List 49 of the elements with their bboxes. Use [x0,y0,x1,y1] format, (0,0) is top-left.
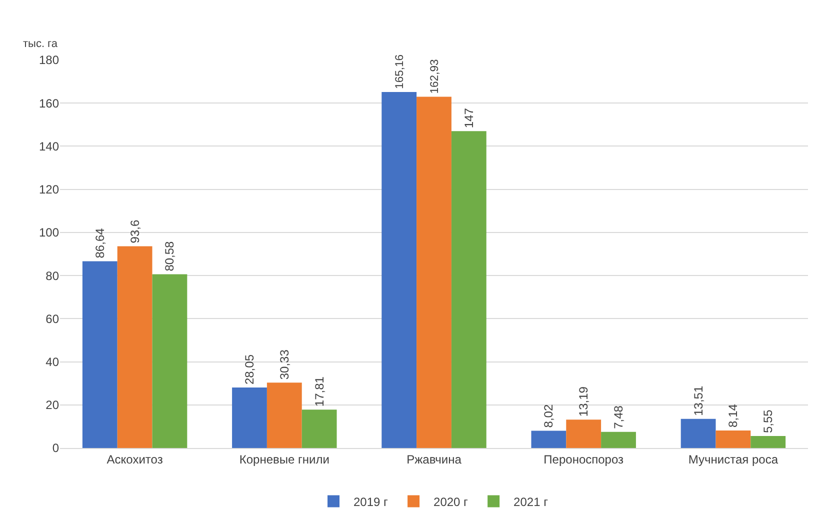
bar [82,261,118,448]
data-label: 8,02 [542,404,556,428]
y-tick-label: 120 [38,182,60,197]
data-label: 13,19 [576,386,591,417]
data-label: 30,33 [277,349,292,380]
data-label: 162,93 [428,59,441,94]
y-tick-label: 20 [46,398,60,412]
data-label: 5,55 [761,409,776,434]
y-tick-label: 0 [52,441,60,456]
x-tick-label: Ржавчина [406,452,462,466]
y-tick-label: 180 [38,53,60,68]
y-tick-label: 160 [38,96,60,110]
bar [302,410,337,448]
y-tick-label: 140 [38,139,60,154]
data-label: 8,14 [726,404,740,428]
x-tick-label: Аскохитоз [106,452,164,466]
x-tick-label: Корневые гнили [239,452,330,466]
bar [416,96,452,448]
bar [451,131,486,448]
bar [601,432,636,448]
data-label: 165,16 [394,54,406,89]
bar [152,274,188,448]
data-label: 13,51 [691,386,706,416]
data-label: 93,6 [128,220,142,244]
bar [750,436,786,448]
y-tick-label: 100 [38,226,60,240]
legend-label: 2021 г [514,494,549,509]
bar [382,92,417,448]
bar [232,388,267,448]
y-tick-label: 80 [46,268,60,283]
bar [117,246,152,448]
bar [566,420,602,448]
data-label: 80,58 [162,240,177,272]
legend-label: 2019 г [354,494,389,509]
data-label: 86,64 [92,228,107,258]
data-label: 17,81 [312,376,326,407]
y-tick-label: 60 [46,312,60,326]
bar [266,382,302,448]
y-axis-title: тыс. га [23,38,58,50]
bar [716,430,751,448]
data-label: 28,05 [242,354,256,385]
data-label: 147 [462,108,476,128]
bar [680,418,716,448]
x-tick-label: Пероноспороз [544,452,624,466]
x-tick-label: Мучнистая роса [688,452,778,466]
bar [531,430,566,448]
legend-label: 2020 г [434,494,469,509]
y-tick-label: 40 [46,354,60,369]
data-label: 7,48 [612,405,626,429]
